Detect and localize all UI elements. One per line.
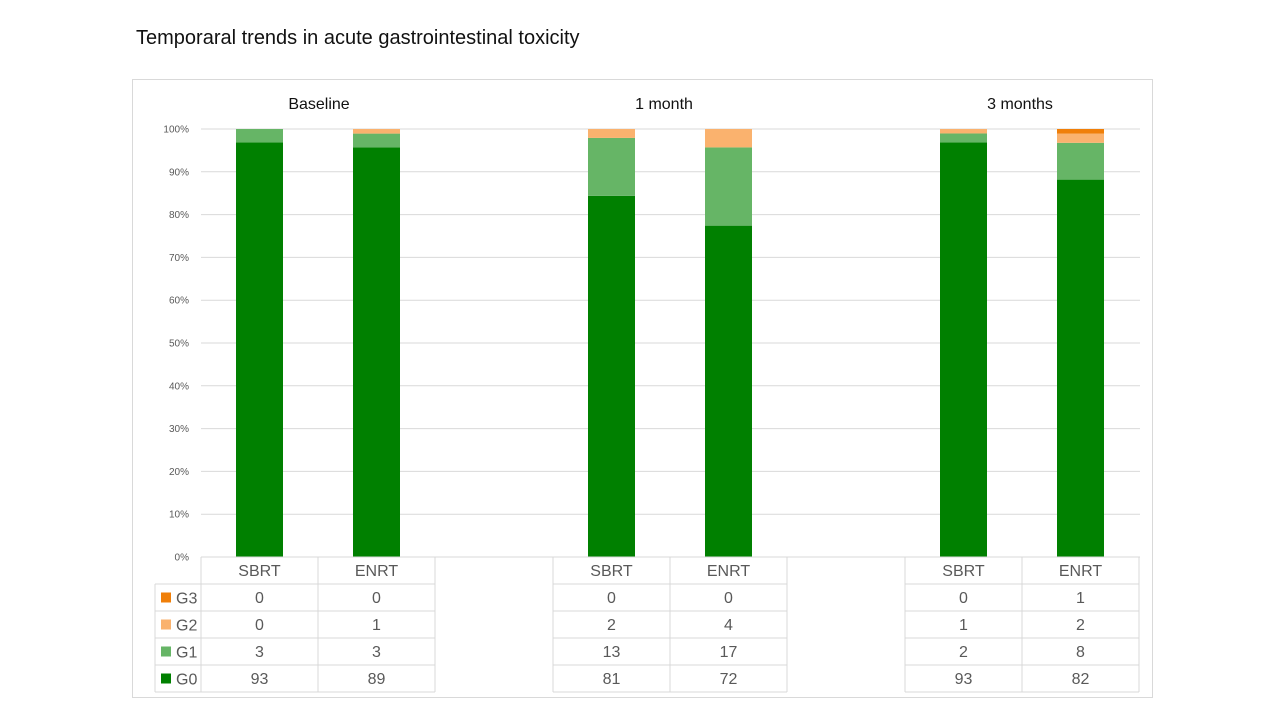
table-cell: 2 xyxy=(1076,617,1085,634)
bar-segment xyxy=(940,133,987,143)
bar-segment xyxy=(353,147,400,557)
table-cell: 17 xyxy=(720,644,738,661)
table-cell: 93 xyxy=(251,671,269,688)
slide-title: Temporaral trends in acute gastrointesti… xyxy=(136,27,580,49)
bar-segment xyxy=(353,129,400,134)
table-cell: 93 xyxy=(955,671,973,688)
table-cell: 2 xyxy=(607,617,616,634)
stacked-bar-chart: 0% 10% 20% 30% 40% 50% 60% 70% 80% 90% 100% Baselin… xyxy=(154,96,1140,693)
bar-segment xyxy=(940,129,987,134)
group-title: 3 months xyxy=(987,96,1053,113)
table-cell: 3 xyxy=(372,644,381,661)
table-cell: 1 xyxy=(372,617,381,634)
table-header-cell: ENRT xyxy=(1059,563,1102,580)
bar-segment xyxy=(1057,129,1104,134)
table-cell: 72 xyxy=(720,671,738,688)
table-cell: 2 xyxy=(959,644,968,661)
bar-segment xyxy=(705,147,752,226)
bar-segment xyxy=(705,129,752,148)
bar-segment xyxy=(236,142,283,557)
table-cell: 81 xyxy=(603,671,621,688)
y-tick-label: 100% xyxy=(163,125,189,136)
bar-segment xyxy=(588,195,635,557)
table-cell: 1 xyxy=(1076,590,1085,607)
table-cell: 1 xyxy=(959,617,968,634)
group-title: Baseline xyxy=(288,96,349,113)
y-tick-label: 50% xyxy=(169,339,189,350)
y-tick-label: 40% xyxy=(169,381,189,392)
y-tick-label: 60% xyxy=(169,296,189,307)
chart-area: 0% 10% 20% 30% 40% 50% 60% 70% 80% 90% 100% Baselin… xyxy=(132,79,1153,698)
table-cell: 3 xyxy=(255,644,264,661)
legend-label: G1 xyxy=(176,645,197,662)
y-tick-label: 90% xyxy=(169,167,189,178)
bar-segment xyxy=(588,137,635,196)
legend-label: G0 xyxy=(176,672,197,689)
legend-label: G2 xyxy=(176,618,197,635)
legend-swatch xyxy=(161,673,171,684)
y-tick-label: 0% xyxy=(175,553,190,564)
table-cell: 4 xyxy=(724,617,733,634)
y-tick-label: 80% xyxy=(169,210,189,221)
legend-label: G3 xyxy=(176,591,197,608)
table-cell: 89 xyxy=(368,671,386,688)
table-cell: 0 xyxy=(724,590,733,607)
table-header-cell: ENRT xyxy=(707,563,750,580)
bar-segment xyxy=(236,129,283,143)
table-header-cell: SBRT xyxy=(942,563,985,580)
y-tick-label: 20% xyxy=(169,467,189,478)
group-title: 1 month xyxy=(635,96,693,113)
legend-swatch xyxy=(161,646,171,657)
table-cell: 0 xyxy=(255,617,264,634)
table-cell: 0 xyxy=(372,590,381,607)
bar-segment xyxy=(1057,142,1104,180)
y-tick-label: 10% xyxy=(169,510,189,521)
table-cell: 0 xyxy=(959,590,968,607)
table-header-cell: ENRT xyxy=(355,563,398,580)
table-header-cell: SBRT xyxy=(238,563,281,580)
table-header-cell: SBRT xyxy=(590,563,633,580)
bar-segment xyxy=(940,142,987,557)
y-tick-label: 30% xyxy=(169,424,189,435)
bar-segment xyxy=(588,129,635,138)
legend-swatch xyxy=(161,619,171,630)
bar-segment xyxy=(1057,179,1104,557)
table-cell: 82 xyxy=(1072,671,1090,688)
table-cell: 13 xyxy=(603,644,621,661)
table-cell: 0 xyxy=(607,590,616,607)
y-tick-label: 70% xyxy=(169,253,189,264)
bar-segment xyxy=(705,225,752,558)
bar-segment xyxy=(1057,133,1104,143)
table-cell: 8 xyxy=(1076,644,1085,661)
bar-segment xyxy=(353,133,400,148)
legend-swatch xyxy=(161,592,171,603)
table-cell: 0 xyxy=(255,590,264,607)
